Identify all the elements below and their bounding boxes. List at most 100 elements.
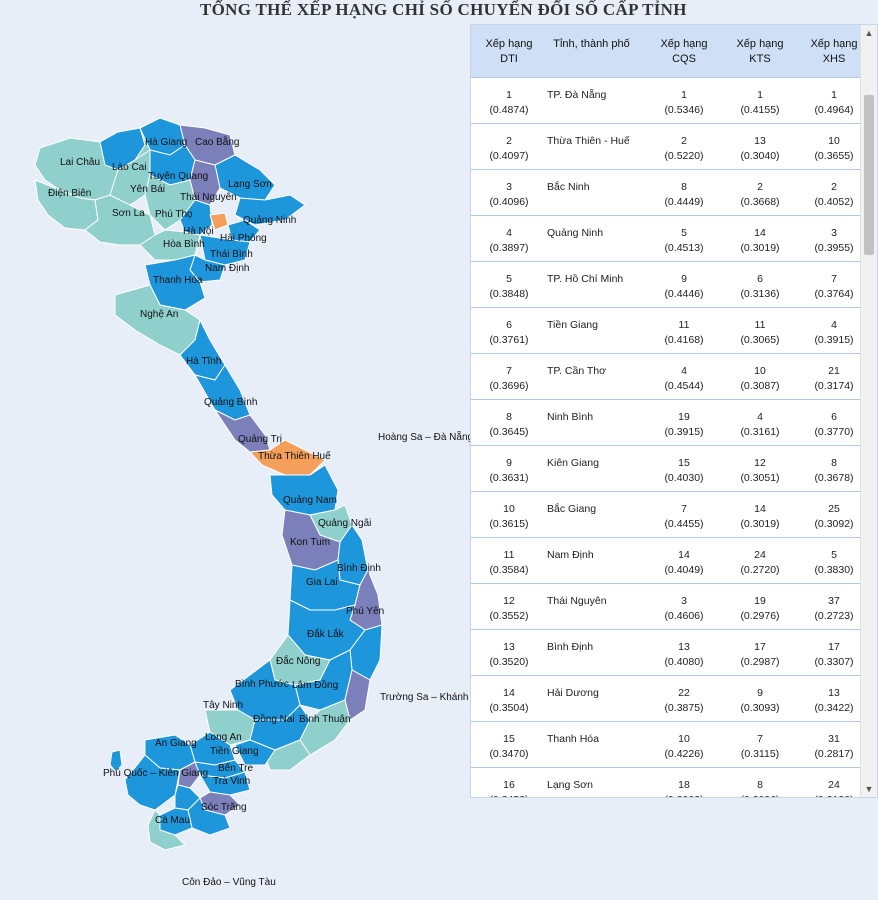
region-hai-phong[interactable] bbox=[227, 219, 261, 243]
dti-score: (0.4874) bbox=[489, 104, 529, 116]
region-quang-ninh[interactable] bbox=[234, 194, 306, 226]
label-ca-mau: Cà Mau bbox=[155, 815, 191, 826]
region-dong-thap[interactable] bbox=[177, 761, 201, 789]
kts-score: (0.3019) bbox=[740, 242, 780, 254]
dti-score: (0.3696) bbox=[489, 380, 529, 392]
table-row[interactable]: 5 (0.3848) TP. Hồ Chí Minh 9 (0.4446) 6 (0.313… bbox=[471, 262, 861, 308]
province-name: Hải Dương bbox=[547, 687, 599, 699]
table-row[interactable]: 1 (0.4874) TP. Đà Nẵng 1 (0.5346) 1 (0.4155) 1 (… bbox=[471, 78, 861, 124]
table-row[interactable]: 7 (0.3696) TP. Cần Thơ 4 (0.4544) 10 (0.3087) 2… bbox=[471, 354, 861, 400]
xhs-cell: 5 (0.3830) bbox=[805, 548, 863, 578]
table-row[interactable]: 3 (0.4096) Bắc Ninh 8 (0.4449) 2 (0.3668) 2 (0.4… bbox=[471, 170, 861, 216]
province-cell: Lạng Sơn bbox=[547, 778, 647, 793]
scroll-down-icon[interactable]: ▼ bbox=[864, 784, 874, 794]
dti-rank: 8 bbox=[506, 411, 512, 423]
xhs-cell: 8 (0.3678) bbox=[805, 456, 863, 486]
label-binh-dinh: Bình Định bbox=[337, 563, 381, 574]
xhs-rank: 10 bbox=[828, 135, 840, 147]
kts-cell: 14 (0.3019) bbox=[729, 226, 791, 256]
xhs-cell: 17 (0.3307) bbox=[805, 640, 863, 670]
region-hcm[interactable] bbox=[234, 739, 276, 766]
xhs-rank: 1 bbox=[831, 89, 837, 101]
region-lang-son[interactable] bbox=[214, 154, 276, 201]
region-lao-cai[interactable] bbox=[99, 127, 146, 171]
dti-cell: 14 (0.3504) bbox=[479, 686, 539, 716]
label-gia-lai: Gia Lai bbox=[306, 577, 338, 588]
xhs-cell: 4 (0.3915) bbox=[805, 318, 863, 348]
province-cell: TP. Cần Thơ bbox=[547, 364, 647, 379]
xhs-rank: 31 bbox=[828, 733, 840, 745]
kts-score: (0.3065) bbox=[740, 334, 780, 346]
kts-score: (0.3161) bbox=[740, 426, 780, 438]
ranking-table[interactable]: Xếp hạng DTI Tỉnh, thành phố Xếp hạng CQ… bbox=[470, 24, 878, 798]
xhs-rank: 8 bbox=[831, 457, 837, 469]
kts-rank: 19 bbox=[754, 595, 766, 607]
kts-rank: 1 bbox=[757, 89, 763, 101]
table-row[interactable]: 8 (0.3645) Ninh Bình 19 (0.3915) 4 (0.3161) 6 (0… bbox=[471, 400, 861, 446]
province-cell: Tiền Giang bbox=[547, 318, 647, 333]
label-lang-son: Lạng Sơn bbox=[228, 179, 272, 190]
province-name: Lạng Sơn bbox=[547, 779, 594, 791]
table-row[interactable]: 13 (0.3520) Bình Định 13 (0.4080) 17 (0.2987) 1… bbox=[471, 630, 861, 676]
vietnam-map: Hà Giang Cao Bằng Lai Châu Lào Cai Tuyên… bbox=[0, 20, 490, 900]
cqs-cell: 5 (0.4513) bbox=[651, 226, 717, 256]
province-name: Thái Nguyên bbox=[547, 595, 607, 607]
table-row[interactable]: 16 (0.3453) Lạng Sơn 18 (0.3963) 8 (0.3096) 24 (… bbox=[471, 768, 863, 797]
region-thua-thien-hue[interactable] bbox=[248, 439, 326, 476]
table-scrollbar[interactable]: ▲ ▼ bbox=[860, 25, 877, 797]
table-row[interactable]: 12 (0.3552) Thái Nguyên 3 (0.4606) 19 (0.2976)… bbox=[471, 584, 861, 630]
kts-rank: 4 bbox=[757, 411, 763, 423]
label-thai-nguyen: Thái Nguyên bbox=[180, 192, 237, 203]
header-kts[interactable]: Xếp hạng KTS bbox=[736, 38, 784, 65]
region-soc-trang[interactable] bbox=[187, 797, 231, 836]
table-header: Xếp hạng DTI Tỉnh, thành phố Xếp hạng CQ… bbox=[471, 25, 861, 78]
table-row[interactable]: 15 (0.3470) Thanh Hóa 10 (0.4226) 7 (0.3115) 31… bbox=[471, 722, 861, 768]
label-binh-phuoc: Bình Phước bbox=[235, 679, 289, 690]
cqs-cell: 2 (0.5220) bbox=[651, 134, 717, 164]
table-row[interactable]: 10 (0.3615) Bắc Giang 7 (0.4455) 14 (0.3019) 25… bbox=[471, 492, 861, 538]
xhs-score: (0.3130) bbox=[805, 793, 863, 797]
region-binh-thuan[interactable] bbox=[299, 699, 351, 756]
province-cell: Quảng Ninh bbox=[547, 226, 647, 241]
dti-score: (0.4096) bbox=[489, 196, 529, 208]
province-name: Bình Định bbox=[547, 641, 594, 653]
table-row[interactable]: 6 (0.3761) Tiền Giang 11 (0.4168) 11 (0.3065) 4… bbox=[471, 308, 861, 354]
dti-cell: 12 (0.3552) bbox=[479, 594, 539, 624]
kts-cell: 6 (0.3136) bbox=[729, 272, 791, 302]
cqs-rank: 13 bbox=[678, 641, 690, 653]
kts-cell: 14 (0.3019) bbox=[729, 502, 791, 532]
cqs-rank: 15 bbox=[678, 457, 690, 469]
label-lai-chau: Lai Châu bbox=[60, 157, 101, 168]
island-phu-quoc[interactable] bbox=[109, 749, 123, 773]
cqs-rank: 10 bbox=[678, 733, 690, 745]
cqs-score: (0.4168) bbox=[664, 334, 704, 346]
header-province[interactable]: Tỉnh, thành phố bbox=[553, 38, 630, 50]
region-ca-mau[interactable] bbox=[147, 809, 186, 851]
dti-rank: 9 bbox=[506, 457, 512, 469]
xhs-cell: 37 (0.2723) bbox=[805, 594, 863, 624]
header-dti[interactable]: Xếp hạng DTI bbox=[485, 38, 533, 65]
table-row[interactable]: 2 (0.4097) Thừa Thiên - Huế 2 (0.5220) 13 (0.3… bbox=[471, 124, 861, 170]
dti-rank: 13 bbox=[503, 641, 515, 653]
province-name: Thừa Thiên - Huế bbox=[547, 135, 630, 147]
scroll-up-icon[interactable]: ▲ bbox=[864, 28, 874, 38]
dti-rank: 1 bbox=[506, 89, 512, 101]
header-cqs[interactable]: Xếp hạng CQS bbox=[660, 38, 708, 65]
table-row[interactable]: 11 (0.3584) Nam Định 14 (0.4049) 24 (0.2720) 5 (… bbox=[471, 538, 861, 584]
dti-score: (0.3631) bbox=[489, 472, 529, 484]
kts-score: (0.2976) bbox=[740, 610, 780, 622]
cqs-score: (0.4544) bbox=[664, 380, 704, 392]
xhs-score: (0.3092) bbox=[814, 518, 854, 530]
header-xhs[interactable]: Xếp hạng XHS bbox=[810, 38, 858, 65]
table-row[interactable]: 4 (0.3897) Quảng Ninh 5 (0.4513) 14 (0.3019) 3 (… bbox=[471, 216, 861, 262]
label-hoang-sa: Hoàng Sa – Đà Nẵng bbox=[378, 432, 474, 443]
province-name: Bắc Ninh bbox=[547, 181, 590, 193]
label-lam-dong: Lâm Đồng bbox=[292, 680, 339, 691]
table-row[interactable]: 9 (0.3631) Kiên Giang 15 (0.4030) 12 (0.3051) 8… bbox=[471, 446, 861, 492]
dti-cell: 8 (0.3645) bbox=[479, 410, 539, 440]
region-quang-tri[interactable] bbox=[213, 408, 271, 453]
kts-rank: 7 bbox=[757, 733, 763, 745]
label-an-giang: An Giang bbox=[155, 738, 197, 749]
scroll-thumb[interactable] bbox=[864, 95, 874, 255]
table-row[interactable]: 14 (0.3504) Hải Dương 22 (0.3875) 9 (0.3093) 13… bbox=[471, 676, 861, 722]
